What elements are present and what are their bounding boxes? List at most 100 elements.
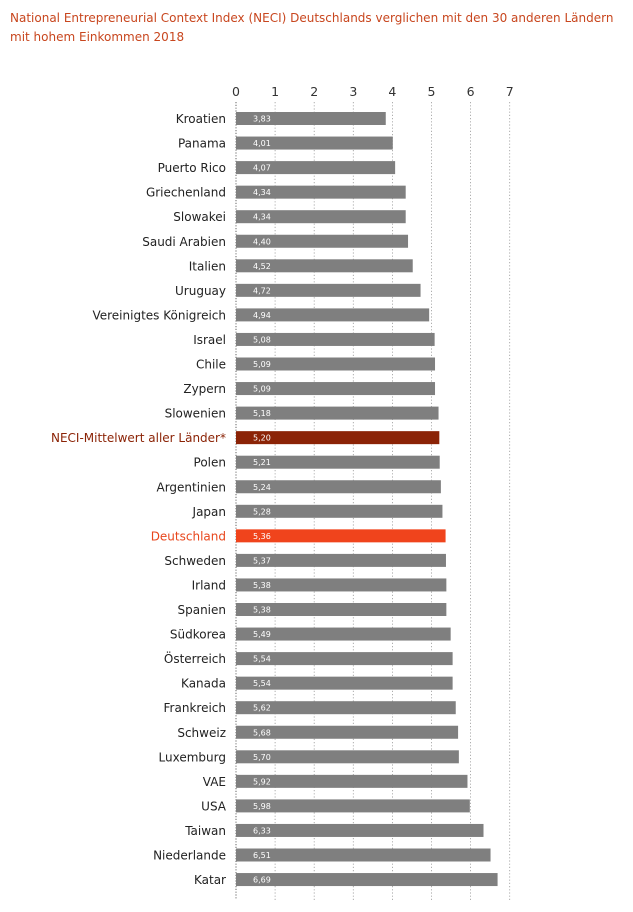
category-label: Argentinien bbox=[156, 480, 226, 494]
bar bbox=[236, 627, 451, 641]
chart-title-line-1: National Entrepreneurial Context Index (… bbox=[10, 11, 614, 25]
value-label: 4,40 bbox=[253, 237, 271, 246]
value-label: 5,38 bbox=[253, 606, 271, 615]
bar bbox=[236, 382, 436, 396]
value-label: 5,21 bbox=[253, 458, 271, 467]
value-label: 5,18 bbox=[253, 409, 271, 418]
category-label: Slowenien bbox=[165, 407, 226, 421]
x-tick-label: 0 bbox=[232, 84, 240, 99]
value-label: 4,07 bbox=[253, 164, 271, 173]
value-label: 4,01 bbox=[253, 139, 271, 148]
chart-title: National Entrepreneurial Context Index (… bbox=[10, 9, 620, 47]
bar bbox=[236, 578, 447, 592]
value-label: 5,49 bbox=[253, 630, 271, 639]
value-label: 5,92 bbox=[253, 777, 271, 786]
value-label: 5,09 bbox=[253, 385, 271, 394]
bar bbox=[236, 603, 447, 616]
bar bbox=[236, 750, 459, 764]
category-label: Österreich bbox=[164, 650, 226, 666]
bar bbox=[236, 283, 421, 297]
bar bbox=[236, 676, 453, 690]
category-label: Zypern bbox=[183, 382, 226, 396]
bar bbox=[236, 701, 456, 715]
category-label: Polen bbox=[194, 456, 226, 470]
bar bbox=[236, 455, 440, 469]
bar bbox=[236, 259, 413, 273]
bar bbox=[236, 431, 440, 445]
bar bbox=[236, 774, 468, 788]
value-label: 5,70 bbox=[253, 753, 271, 762]
value-label: 6,69 bbox=[253, 876, 271, 885]
value-label: 6,33 bbox=[253, 826, 271, 835]
bar bbox=[236, 480, 441, 494]
value-label: 5,68 bbox=[253, 728, 271, 737]
value-label: 5,54 bbox=[253, 679, 271, 688]
bar bbox=[236, 161, 396, 175]
value-label: 5,20 bbox=[253, 434, 271, 443]
value-label: 4,34 bbox=[253, 213, 271, 222]
value-label: 6,51 bbox=[253, 851, 271, 860]
bar bbox=[236, 873, 498, 887]
value-label: 5,36 bbox=[253, 532, 271, 541]
value-label: 5,98 bbox=[253, 802, 271, 811]
category-label: Schweiz bbox=[177, 726, 226, 740]
category-label: Frankreich bbox=[164, 701, 226, 715]
category-label: Israel bbox=[193, 333, 226, 347]
category-label: Uruguay bbox=[175, 284, 226, 298]
value-label: 5,24 bbox=[253, 483, 271, 492]
bar bbox=[236, 210, 406, 224]
category-label: Slowakei bbox=[173, 210, 226, 224]
bar bbox=[236, 529, 446, 543]
value-label: 5,54 bbox=[253, 655, 271, 664]
value-label: 5,28 bbox=[253, 507, 271, 516]
category-label: Kroatien bbox=[176, 112, 226, 126]
value-label: 4,52 bbox=[253, 262, 271, 271]
bar bbox=[236, 725, 459, 739]
category-label: Niederlande bbox=[153, 849, 226, 863]
bar bbox=[236, 652, 453, 666]
category-label: Griechenland bbox=[146, 186, 226, 200]
value-label: 5,37 bbox=[253, 556, 271, 565]
bar bbox=[236, 136, 393, 150]
category-label: Italien bbox=[189, 259, 226, 273]
bar bbox=[236, 112, 386, 125]
x-tick-label: 3 bbox=[349, 84, 357, 99]
category-label: Japan bbox=[192, 505, 226, 519]
category-label: Kanada bbox=[181, 677, 226, 691]
x-tick-label: 1 bbox=[271, 84, 279, 99]
category-label: Irland bbox=[192, 578, 226, 592]
value-label: 5,08 bbox=[253, 335, 271, 344]
category-label: Puerto Rico bbox=[158, 161, 226, 175]
value-label: 5,62 bbox=[253, 704, 271, 713]
category-label: VAE bbox=[203, 775, 226, 789]
category-label: Vereinigtes Königreich bbox=[92, 308, 226, 322]
category-label: Südkorea bbox=[170, 628, 226, 642]
category-label: Deutschland bbox=[151, 529, 226, 543]
x-tick-label: 6 bbox=[467, 84, 475, 99]
bar bbox=[236, 799, 470, 813]
value-label: 4,34 bbox=[253, 188, 271, 197]
bar bbox=[236, 848, 491, 862]
x-tick-label: 2 bbox=[310, 84, 318, 99]
category-label: Chile bbox=[196, 358, 226, 372]
category-label: Saudi Arabien bbox=[142, 235, 226, 249]
bar bbox=[236, 308, 430, 322]
bar bbox=[236, 185, 406, 199]
category-label: NECI-Mittelwert aller Länder* bbox=[51, 431, 226, 445]
bar bbox=[236, 332, 435, 346]
bar bbox=[236, 234, 409, 248]
category-label: Katar bbox=[194, 873, 226, 887]
bar bbox=[236, 553, 446, 567]
category-label: Schweden bbox=[164, 554, 226, 568]
value-label: 4,72 bbox=[253, 286, 271, 295]
x-tick-label: 4 bbox=[388, 84, 396, 99]
category-label: Panama bbox=[178, 137, 226, 151]
value-label: 5,38 bbox=[253, 581, 271, 590]
category-label: Taiwan bbox=[184, 824, 226, 838]
bar bbox=[236, 823, 484, 837]
category-label: USA bbox=[201, 799, 227, 813]
bar bbox=[236, 357, 436, 371]
value-label: 5,09 bbox=[253, 360, 271, 369]
bar bbox=[236, 406, 439, 420]
